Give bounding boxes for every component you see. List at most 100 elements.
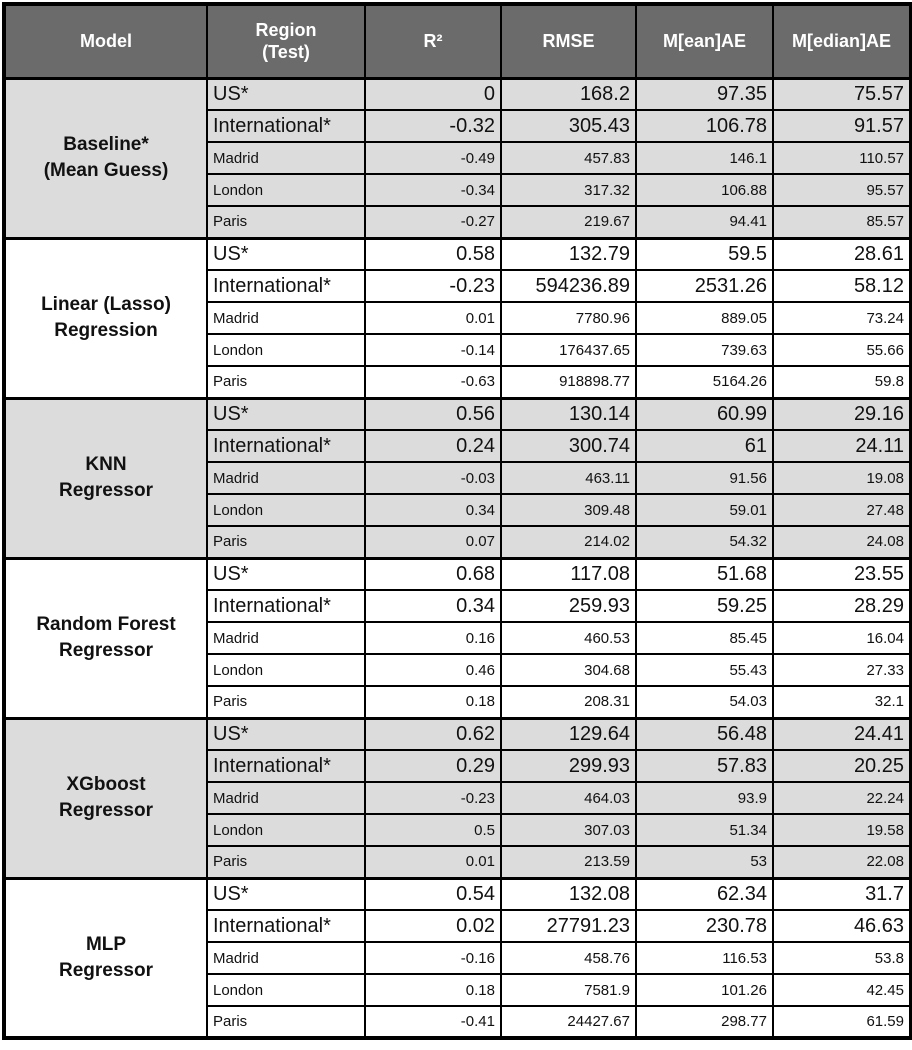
table-row: Paris 0.01 213.59 53 22.08 <box>4 845 912 879</box>
mean-ae-value-cell: 53 <box>635 845 774 879</box>
r2-value-cell: 0.01 <box>364 845 502 879</box>
region-cell: International* <box>206 589 366 623</box>
mean-ae-value-cell: 2531.26 <box>635 269 774 303</box>
median-ae-value-cell: 22.08 <box>772 845 912 879</box>
r2-value-cell: 0.16 <box>364 621 502 655</box>
median-ae-value-cell: 75.57 <box>772 76 912 111</box>
r2-value-cell: -0.41 <box>364 1005 502 1039</box>
rmse-value-cell: 304.68 <box>500 653 637 687</box>
median-ae-value-cell: 19.58 <box>772 813 912 847</box>
median-ae-value-cell: 28.29 <box>772 589 912 623</box>
table-row: Baseline* (Mean Guess) US* 0 168.2 97.35 75.5… <box>3 76 912 239</box>
r2-value-cell: -0.14 <box>364 333 502 367</box>
median-ae-value-cell: 16.04 <box>772 621 912 655</box>
r2-value-cell: 0.56 <box>364 396 502 431</box>
median-ae-value-cell: 91.57 <box>772 109 912 143</box>
region-cell: Madrid <box>206 461 366 495</box>
r2-value-cell: 0.58 <box>364 236 502 271</box>
median-ae-value-cell: 19.08 <box>772 461 912 495</box>
mean-ae-value-cell: 61 <box>635 429 774 463</box>
r2-value-cell: -0.49 <box>364 141 502 175</box>
region-cell: Paris <box>206 365 366 399</box>
rmse-value-cell: 168.2 <box>500 76 637 111</box>
table-row: International* 0.34 259.93 59.25 28.29 <box>4 589 912 623</box>
region-cell: Paris <box>206 685 366 719</box>
rmse-value-cell: 24427.67 <box>500 1005 637 1039</box>
model-name-cell: XGboost Regressor <box>3 716 208 879</box>
table-row: International* -0.23 594236.89 2531.26 58.12 <box>4 269 912 303</box>
r2-value-cell: 0.01 <box>364 301 502 335</box>
table-row: MLP Regressor US* 0.54 132.08 62.34 31.7 <box>3 876 912 1039</box>
rmse-value-cell: 219.67 <box>500 205 637 239</box>
mean-ae-value-cell: 739.63 <box>635 333 774 367</box>
r2-value-cell: -0.23 <box>364 781 502 815</box>
region-cell: Paris <box>206 1005 366 1039</box>
table-row: International* 0.24 300.74 61 24.11 <box>4 429 912 463</box>
median-ae-value-cell: 85.57 <box>772 205 912 239</box>
median-ae-value-cell: 55.66 <box>772 333 912 367</box>
region-cell: Madrid <box>206 301 366 335</box>
header-cell-rmse: RMSE <box>500 3 637 80</box>
rmse-value-cell: 213.59 <box>500 845 637 879</box>
rmse-value-cell: 130.14 <box>500 396 637 431</box>
r2-value-cell: 0.54 <box>364 876 502 911</box>
mean-ae-value-cell: 106.88 <box>635 173 774 207</box>
median-ae-value-cell: 59.8 <box>772 365 912 399</box>
median-ae-value-cell: 42.45 <box>772 973 912 1007</box>
table-row: London 0.34 309.48 59.01 27.48 <box>4 493 912 527</box>
table-row: London -0.14 176437.65 739.63 55.66 <box>4 333 912 367</box>
median-ae-value-cell: 24.08 <box>772 525 912 559</box>
region-cell: London <box>206 493 366 527</box>
region-cell: International* <box>206 909 366 943</box>
rmse-value-cell: 299.93 <box>500 749 637 783</box>
median-ae-value-cell: 73.24 <box>772 301 912 335</box>
table-row: Paris -0.27 219.67 94.41 85.57 <box>4 205 912 239</box>
region-cell: London <box>206 333 366 367</box>
region-cell: Madrid <box>206 621 366 655</box>
header-cell-median-ae: M[edian]AE <box>772 3 912 80</box>
mean-ae-value-cell: 51.34 <box>635 813 774 847</box>
header-row: Model Region (Test) R² RMSE M[ean]AE M[e… <box>3 3 912 80</box>
table-row: Madrid -0.03 463.11 91.56 19.08 <box>4 461 912 495</box>
rmse-value-cell: 214.02 <box>500 525 637 559</box>
r2-value-cell: -0.16 <box>364 941 502 975</box>
mean-ae-value-cell: 85.45 <box>635 621 774 655</box>
r2-value-cell: -0.34 <box>364 173 502 207</box>
median-ae-value-cell: 32.1 <box>772 685 912 719</box>
rmse-value-cell: 7780.96 <box>500 301 637 335</box>
table-body: Baseline* (Mean Guess) US* 0 168.2 97.35 75.5… <box>3 76 912 1039</box>
mean-ae-value-cell: 57.83 <box>635 749 774 783</box>
mean-ae-value-cell: 51.68 <box>635 556 774 591</box>
r2-value-cell: 0.18 <box>364 973 502 1007</box>
median-ae-value-cell: 53.8 <box>772 941 912 975</box>
table-row: Paris 0.18 208.31 54.03 32.1 <box>4 685 912 719</box>
r2-value-cell: 0.29 <box>364 749 502 783</box>
r2-value-cell: 0.02 <box>364 909 502 943</box>
region-cell: US* <box>206 876 366 911</box>
r2-value-cell: -0.23 <box>364 269 502 303</box>
r2-value-cell: 0.68 <box>364 556 502 591</box>
median-ae-value-cell: 58.12 <box>772 269 912 303</box>
median-ae-value-cell: 31.7 <box>772 876 912 911</box>
rmse-value-cell: 259.93 <box>500 589 637 623</box>
table-row: Random Forest Regressor US* 0.68 117.08 51.6… <box>3 556 912 719</box>
median-ae-value-cell: 23.55 <box>772 556 912 591</box>
mean-ae-value-cell: 106.78 <box>635 109 774 143</box>
model-name-cell: Linear (Lasso) Regression <box>3 236 208 399</box>
median-ae-value-cell: 61.59 <box>772 1005 912 1039</box>
region-cell: US* <box>206 716 366 751</box>
table-row: International* 0.29 299.93 57.83 20.25 <box>4 749 912 783</box>
median-ae-value-cell: 27.48 <box>772 493 912 527</box>
mean-ae-value-cell: 146.1 <box>635 141 774 175</box>
rmse-value-cell: 132.08 <box>500 876 637 911</box>
r2-value-cell: -0.32 <box>364 109 502 143</box>
region-cell: International* <box>206 749 366 783</box>
mean-ae-value-cell: 230.78 <box>635 909 774 943</box>
header-cell-mean-ae: M[ean]AE <box>635 3 774 80</box>
median-ae-value-cell: 95.57 <box>772 173 912 207</box>
mean-ae-value-cell: 97.35 <box>635 76 774 111</box>
mean-ae-value-cell: 60.99 <box>635 396 774 431</box>
mean-ae-value-cell: 5164.26 <box>635 365 774 399</box>
model-name-cell: Random Forest Regressor <box>3 556 208 719</box>
model-name-cell: Baseline* (Mean Guess) <box>3 76 208 239</box>
